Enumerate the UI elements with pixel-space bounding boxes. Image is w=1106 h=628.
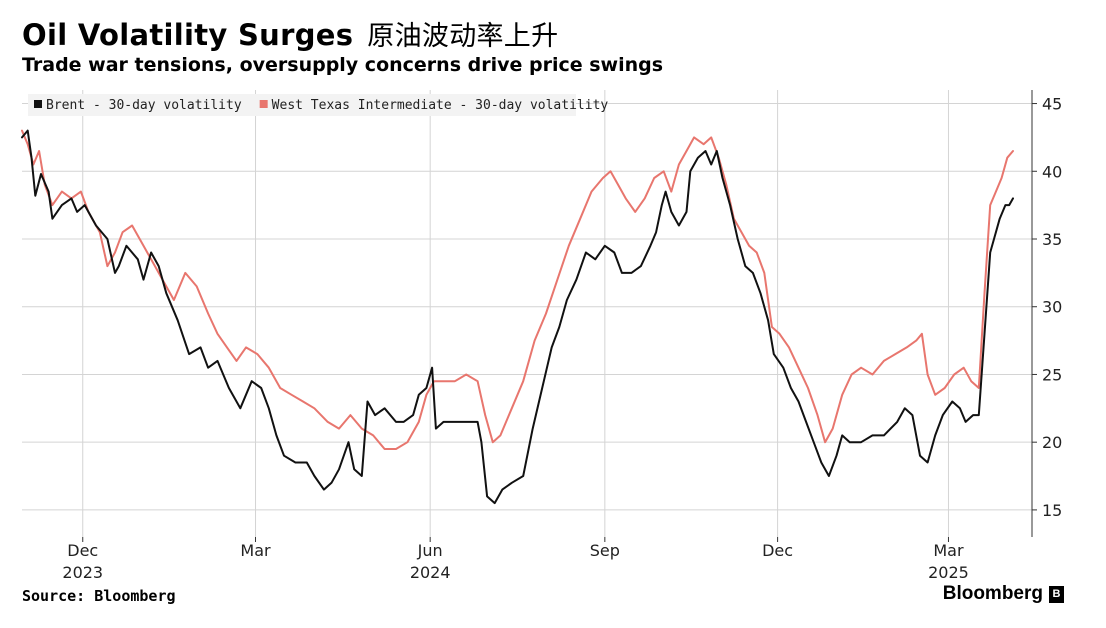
legend-background bbox=[28, 94, 576, 116]
y-tick-label: 45 bbox=[1042, 95, 1062, 114]
legend: Brent - 30-day volatility West Texas Inte… bbox=[28, 94, 608, 116]
series-line-brent bbox=[21, 129, 1014, 505]
bloomberg-mark-icon: B bbox=[1049, 585, 1064, 603]
x-tick-label: Dec bbox=[762, 541, 793, 560]
x-tick-label: Mar bbox=[240, 541, 271, 560]
chart-title-en: Oil Volatility Surges bbox=[22, 18, 354, 52]
y-tick-label: 40 bbox=[1042, 162, 1062, 181]
x-tick-label: Jun bbox=[417, 541, 443, 560]
y-tick-label: 35 bbox=[1042, 230, 1062, 249]
y-tick-label: 25 bbox=[1042, 365, 1062, 384]
x-tick-year-label: 2023 bbox=[62, 563, 103, 582]
legend-swatch bbox=[34, 100, 42, 108]
y-tick-label: 20 bbox=[1042, 433, 1062, 452]
y-tick-label: 30 bbox=[1042, 298, 1062, 317]
legend-label: Brent - 30-day volatility bbox=[46, 98, 242, 113]
x-tick-label: Mar bbox=[933, 541, 964, 560]
legend-label: West Texas Intermediate - 30-day volatil… bbox=[272, 98, 609, 113]
x-tick-year-label: 2025 bbox=[928, 563, 969, 582]
source-note: Source: Bloomberg bbox=[22, 587, 176, 605]
series-line-wti bbox=[21, 129, 1014, 450]
x-tick-year-label: 2024 bbox=[410, 563, 451, 582]
x-tick-label: Sep bbox=[590, 541, 620, 560]
bloomberg-logo: Bloomberg B bbox=[943, 583, 1064, 605]
chart-subtitle: Trade war tensions, oversupply concerns … bbox=[22, 54, 664, 76]
chart-title: Oil Volatility Surges 原油波动率上升 bbox=[22, 14, 558, 53]
legend-swatch bbox=[259, 100, 268, 108]
brand-name: Bloomberg bbox=[942, 583, 1043, 604]
chart-title-cn: 原油波动率上升 bbox=[367, 21, 559, 52]
x-tick-label: Dec bbox=[67, 541, 98, 560]
y-tick-label: 15 bbox=[1042, 501, 1062, 520]
